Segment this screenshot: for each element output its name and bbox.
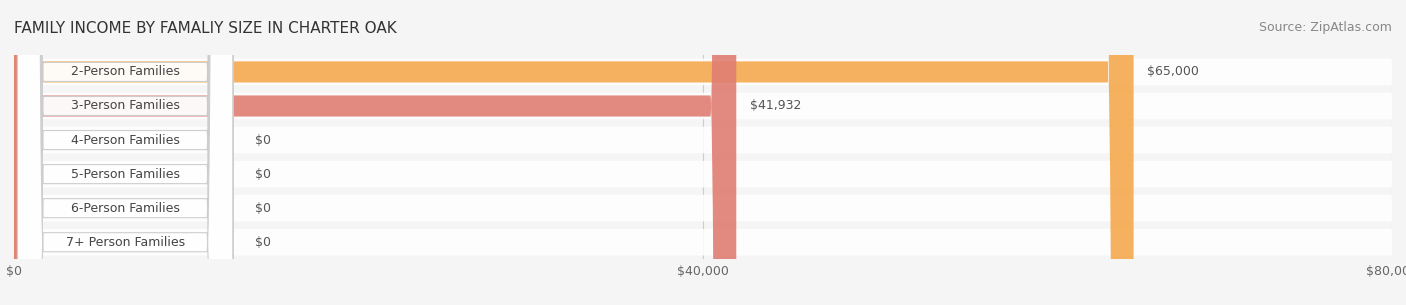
Text: $0: $0 <box>256 236 271 249</box>
Text: $41,932: $41,932 <box>749 99 801 113</box>
Text: 5-Person Families: 5-Person Families <box>70 168 180 181</box>
FancyBboxPatch shape <box>14 229 1392 256</box>
Text: $0: $0 <box>256 168 271 181</box>
FancyBboxPatch shape <box>17 0 233 305</box>
Text: 6-Person Families: 6-Person Families <box>70 202 180 215</box>
Text: Source: ZipAtlas.com: Source: ZipAtlas.com <box>1258 21 1392 34</box>
FancyBboxPatch shape <box>14 93 1392 119</box>
FancyBboxPatch shape <box>17 0 233 305</box>
FancyBboxPatch shape <box>14 127 1392 153</box>
FancyBboxPatch shape <box>14 0 737 305</box>
Text: 2-Person Families: 2-Person Families <box>70 66 180 78</box>
FancyBboxPatch shape <box>14 161 1392 187</box>
FancyBboxPatch shape <box>14 195 1392 221</box>
Text: 7+ Person Families: 7+ Person Families <box>66 236 184 249</box>
FancyBboxPatch shape <box>17 0 233 305</box>
FancyBboxPatch shape <box>14 0 1133 305</box>
Text: FAMILY INCOME BY FAMALIY SIZE IN CHARTER OAK: FAMILY INCOME BY FAMALIY SIZE IN CHARTER… <box>14 21 396 36</box>
FancyBboxPatch shape <box>17 0 233 305</box>
Text: 3-Person Families: 3-Person Families <box>70 99 180 113</box>
Text: $65,000: $65,000 <box>1147 66 1199 78</box>
Text: $0: $0 <box>256 134 271 146</box>
Text: 4-Person Families: 4-Person Families <box>70 134 180 146</box>
FancyBboxPatch shape <box>17 0 233 305</box>
FancyBboxPatch shape <box>17 0 233 305</box>
Text: $0: $0 <box>256 202 271 215</box>
FancyBboxPatch shape <box>14 59 1392 85</box>
